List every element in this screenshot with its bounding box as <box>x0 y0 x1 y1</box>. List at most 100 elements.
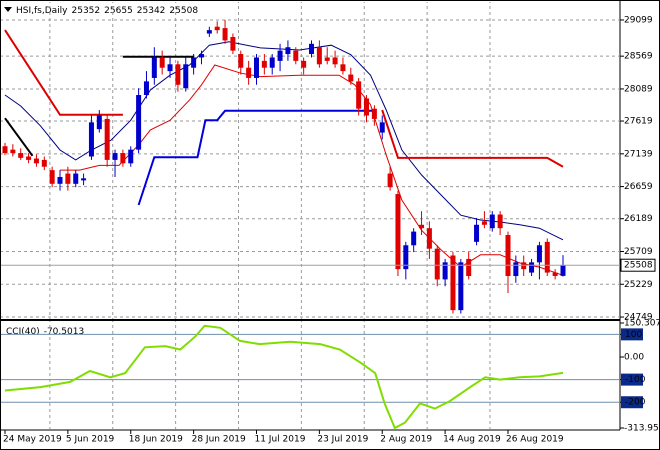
candle-body <box>536 245 542 263</box>
candle-body <box>340 64 346 72</box>
y-tick-label: 25229 <box>624 280 653 290</box>
candle-body <box>458 262 464 311</box>
y-tick-label: -100 <box>625 375 646 385</box>
x-tick-label: 5 Jun 2019 <box>66 435 115 445</box>
candle-body <box>419 224 425 229</box>
axes: 29099 28569 28089 27619 27139 26659 26189 25709… <box>3 15 660 444</box>
candle-body <box>371 108 377 119</box>
candle-body <box>364 98 370 116</box>
level-label-box <box>621 396 643 409</box>
indicator-value: -70.5013 <box>44 327 84 337</box>
y-tick-label: 26189 <box>624 214 653 224</box>
candle-body <box>434 248 440 280</box>
indicator-line <box>137 109 375 206</box>
candle-body <box>206 30 212 34</box>
x-tick-label: 11 Jul 2019 <box>254 435 305 445</box>
indicator-line <box>4 29 564 168</box>
candle-body <box>253 57 259 78</box>
close-value: 25508 <box>169 6 198 16</box>
candle-body <box>26 156 32 160</box>
candle-body <box>395 194 401 270</box>
y-tick-label: 100 <box>625 330 642 340</box>
candle-body <box>560 265 566 276</box>
candle-body <box>379 122 385 133</box>
price-plot <box>1 2 620 319</box>
candle-body <box>104 118 110 160</box>
indicator-header: CCI(40) -70.5013 <box>6 327 84 337</box>
candle-body <box>96 115 102 130</box>
candle-body <box>175 64 181 85</box>
indicator-line <box>4 55 194 157</box>
candle-body <box>403 245 409 270</box>
low-value: 25342 <box>137 6 166 16</box>
candle-body <box>489 214 495 229</box>
x-tick-label: 28 Jun 2019 <box>192 435 246 445</box>
y-tick-label: -200 <box>625 398 646 408</box>
candle-body <box>521 262 527 270</box>
candle-body <box>450 255 456 311</box>
candle-body <box>466 258 472 276</box>
chart-title: HSI,fs,Daily <box>16 6 68 16</box>
candle-body <box>73 173 79 184</box>
candle-body <box>293 50 299 61</box>
candle-body <box>238 54 244 68</box>
candle-body <box>198 54 204 58</box>
candle-body <box>191 57 197 68</box>
candle-body <box>65 173 71 184</box>
y-tick-label: 0.00 <box>624 352 644 362</box>
high-value: 25655 <box>104 6 133 16</box>
candle-body <box>222 28 228 41</box>
y-tick-label: 26659 <box>624 182 653 192</box>
level-label-box <box>621 328 643 341</box>
x-tick-label: 26 Aug 2019 <box>506 435 564 445</box>
y-tick-label: 28569 <box>624 52 653 62</box>
y-tick-label: 27139 <box>624 149 653 159</box>
candle-body <box>348 74 354 82</box>
y-tick-label: 27619 <box>624 117 653 127</box>
candle-body <box>246 67 252 78</box>
candle-body <box>426 228 432 249</box>
candle-body <box>505 235 511 276</box>
candle-body <box>481 221 487 225</box>
candle-body <box>230 36 236 51</box>
candle-body <box>167 64 173 72</box>
candle-body <box>18 153 24 158</box>
candle-body <box>2 146 8 154</box>
candle-body <box>41 159 47 167</box>
y-tick-label: 25709 <box>624 247 653 257</box>
candle-body <box>49 170 55 184</box>
candle-body <box>128 149 134 164</box>
candle-body <box>120 153 126 164</box>
candle-body <box>497 214 503 229</box>
candle-body <box>277 50 283 61</box>
y-tick-label: 28089 <box>624 84 653 94</box>
candle-body <box>159 57 165 68</box>
y-tick-label: 24749 <box>624 313 653 323</box>
price-label-box <box>620 258 656 272</box>
candle-body <box>112 153 118 160</box>
candle-body <box>544 241 550 273</box>
candle-body <box>529 262 535 273</box>
candle-body <box>136 95 142 150</box>
candle-body <box>151 57 157 78</box>
candle-body <box>309 43 315 55</box>
y-tick-label: 29099 <box>624 15 653 25</box>
candle-body <box>214 26 220 31</box>
chart-header: HSI,fs,Daily 25352 25655 25342 25508 <box>16 6 198 16</box>
candle-body <box>10 149 16 154</box>
candle-body <box>81 178 87 181</box>
indicator-plot <box>1 321 620 429</box>
candle-body <box>88 122 94 157</box>
candle-body <box>285 47 291 55</box>
price-label: 25508 <box>624 261 653 271</box>
candle-body <box>513 262 519 276</box>
candle-body <box>332 57 338 65</box>
x-tick-label: 2 Aug 2019 <box>380 435 432 445</box>
candle-body <box>269 57 275 68</box>
candle-body <box>324 57 330 61</box>
candle-body <box>474 224 480 242</box>
candle-body <box>57 176 63 184</box>
